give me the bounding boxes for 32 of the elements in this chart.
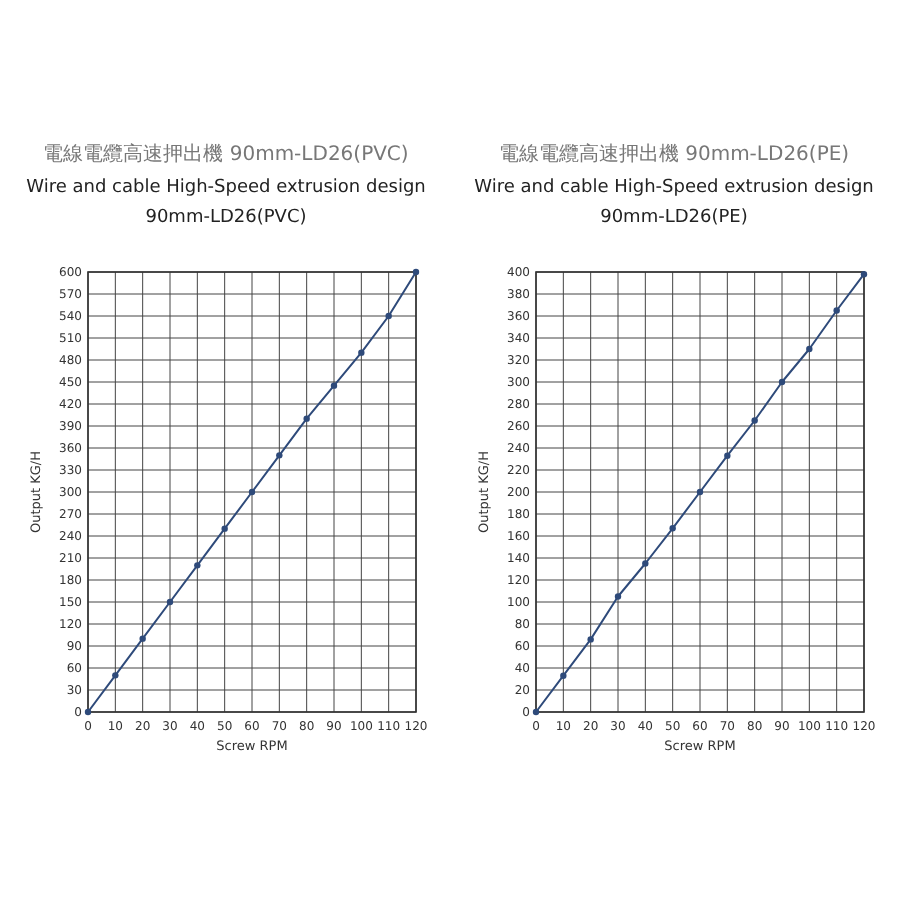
point xyxy=(139,635,146,642)
point xyxy=(669,525,676,532)
point xyxy=(860,271,868,278)
point xyxy=(221,525,228,532)
point xyxy=(614,593,622,600)
point xyxy=(806,345,813,353)
point xyxy=(248,488,256,496)
point xyxy=(166,598,174,606)
point xyxy=(84,708,92,716)
point xyxy=(112,672,119,679)
line-series xyxy=(532,271,868,716)
point xyxy=(642,560,649,567)
point xyxy=(587,636,594,643)
point xyxy=(303,415,310,422)
point xyxy=(358,349,365,356)
chart-title: 電線電纜高速押出機 90mm-LD26(PE) xyxy=(498,142,850,166)
point xyxy=(833,307,840,314)
point xyxy=(330,382,338,389)
point xyxy=(778,378,786,386)
point xyxy=(560,672,567,679)
point xyxy=(532,708,540,716)
line-series xyxy=(84,268,420,716)
point xyxy=(412,268,420,276)
point xyxy=(276,452,283,459)
point xyxy=(385,312,392,320)
point xyxy=(724,452,731,459)
point xyxy=(751,417,758,424)
point xyxy=(696,488,704,496)
chart-subtitle: Wire and cable High-Speed extrusion design 90mm-LD26(PVC) xyxy=(26,178,426,228)
chart-subtitle: Wire and cable High-Speed extrusion design 90mm-LD26(PE) xyxy=(474,178,874,228)
chart-title: 電線電纜高速押出機 90mm-LD26(PVC) xyxy=(43,142,409,166)
point xyxy=(194,562,201,569)
